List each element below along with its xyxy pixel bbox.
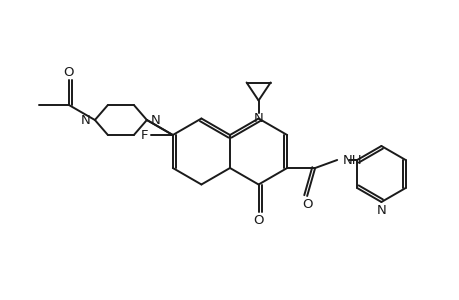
Text: O: O: [253, 214, 263, 227]
Text: F: F: [141, 128, 148, 142]
Text: N: N: [81, 113, 91, 127]
Text: N: N: [151, 113, 160, 127]
Text: O: O: [63, 65, 74, 79]
Text: N: N: [376, 203, 386, 217]
Text: NH: NH: [342, 154, 362, 166]
Text: N: N: [253, 112, 263, 125]
Text: O: O: [301, 197, 312, 211]
